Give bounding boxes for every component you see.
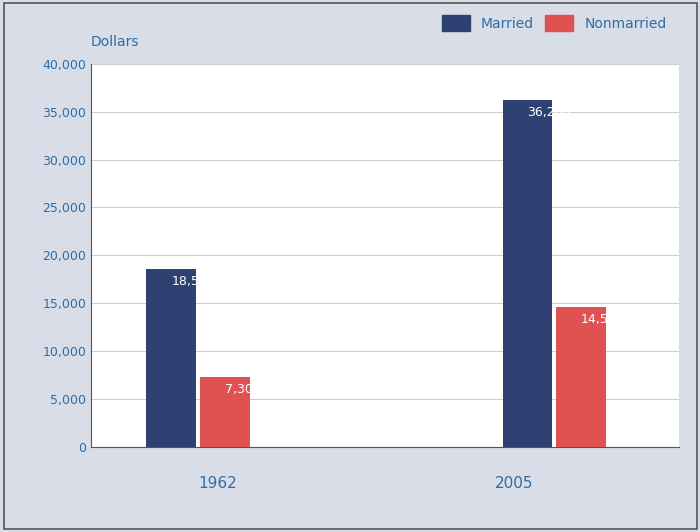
Legend: Married, Nonmarried: Married, Nonmarried	[437, 10, 672, 37]
Text: Dollars: Dollars	[91, 35, 139, 48]
Text: 1962: 1962	[198, 476, 237, 491]
Bar	[556, 307, 606, 447]
Text: 36,200: 36,200	[528, 106, 571, 119]
Bar	[146, 269, 196, 447]
Text: 14,561: 14,561	[581, 313, 624, 326]
Text: 7,308: 7,308	[225, 383, 260, 396]
Bar	[199, 377, 250, 447]
Text: 2005: 2005	[495, 476, 533, 491]
Text: 18,592: 18,592	[172, 275, 215, 288]
Bar	[503, 100, 552, 447]
